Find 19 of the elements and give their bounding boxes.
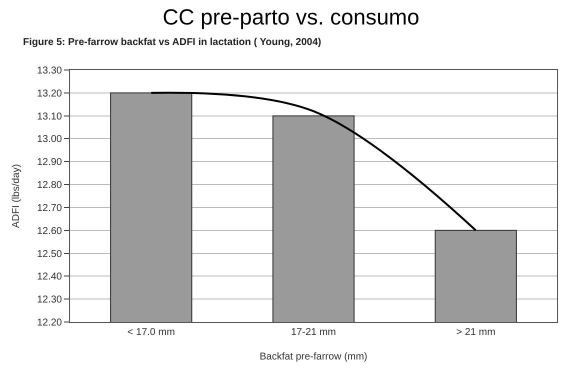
y-tick-label: 12.80 [36,180,62,192]
x-axis-title: Backfat pre-farrow (mm) [260,352,368,362]
y-tick-label: 12.40 [36,272,62,283]
x-tick-label: < 17.0 mm [127,327,175,338]
y-tick-label: 13.30 [36,66,62,76]
y-tick-label: 12.60 [36,226,62,237]
y-tick-label: 12.70 [36,202,62,214]
x-tick-label: 17-21 mm [290,327,336,338]
y-tick-label: 13.00 [36,134,62,146]
y-tick-label: 13.20 [36,88,62,100]
y-tick-label: 12.30 [36,294,62,306]
y-axis-title: ADFI (lbs/day) [10,164,22,228]
y-tick-label: 12.90 [36,157,62,168]
y-tick-label: 12.50 [36,248,62,260]
chart-subtitle: Figure 5: Pre-farrow backfat vs ADFI in lactation ( Young, 2004) [23,37,322,48]
chart-title: CC pre-parto vs. consumo [162,4,420,30]
y-tick-label: 13.10 [36,111,62,122]
x-tick-label: > 21 mm [456,327,496,338]
y-tick-label: 12.20 [36,318,62,328]
